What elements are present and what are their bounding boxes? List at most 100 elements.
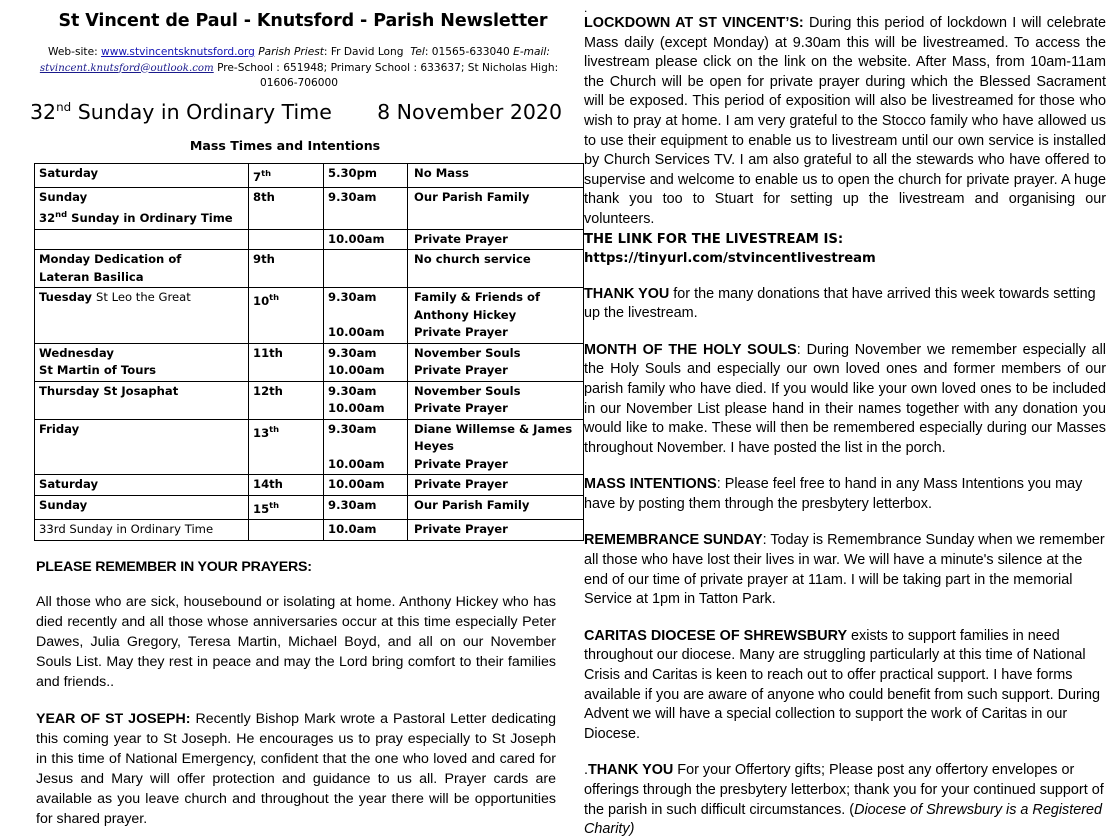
cell-date: 9th xyxy=(248,249,324,289)
remembrance-sunday-heading: REMEMBRANCE SUNDAY xyxy=(584,532,763,549)
cell-date: 8th xyxy=(248,186,324,230)
lead-dot: . xyxy=(584,1,588,15)
high-school-tel: 01606-706000 xyxy=(260,77,338,89)
intention-1: November Souls xyxy=(414,345,521,360)
cell-intention: Private Prayer xyxy=(407,519,584,541)
cell-intention: Diane Willemse & James Heyes Private Praye… xyxy=(407,418,584,476)
thank-you-donations-heading: THANK YOU xyxy=(584,285,670,302)
table-row: Sunday 32nd Sunday in Ordinary Time 8th … xyxy=(34,186,584,230)
tel-number: : 01565-633040 xyxy=(424,46,510,58)
right-column: . LOCKDOWN AT ST VINCENT’S: During this … xyxy=(578,0,1118,837)
cell-date: 11th xyxy=(248,342,324,382)
time-2: 10.00am xyxy=(328,363,385,378)
cell-intention: Private Prayer xyxy=(407,228,584,251)
offertory-heading: THANK YOU xyxy=(588,762,674,779)
cell-intention: No Mass xyxy=(407,162,584,188)
mass-intentions-paragraph: MASS INTENTIONS: Please feel free to han… xyxy=(584,475,1106,514)
cell-date: 13th xyxy=(248,418,324,476)
cell-intention: No church service xyxy=(407,249,584,289)
cell-time: 5.30pm xyxy=(323,162,408,188)
sunday-title-text: Sunday in Ordinary Time xyxy=(71,99,332,124)
cell-intention: Family & Friends of Anthony Hickey Private… xyxy=(407,287,584,344)
cell-intention: November Souls Private Prayer xyxy=(407,342,584,382)
sunday-title-line: 32nd Sunday in Ordinary Time 8 November … xyxy=(30,100,568,124)
lockdown-heading: LOCKDOWN AT ST VINCENT’S: xyxy=(584,15,804,31)
email-colon: : xyxy=(546,46,550,58)
cell-time: 9.30am 10.00am xyxy=(323,287,408,344)
sunday-ordinal: nd xyxy=(56,99,72,114)
prayers-paragraph: All those who are sick, housebound or is… xyxy=(36,593,556,690)
cell-date xyxy=(248,519,324,541)
intention-2: Anthony Hickey xyxy=(414,307,517,322)
date-number: 7 xyxy=(253,169,262,184)
intention-1: November Souls xyxy=(414,383,521,398)
livestream-label: THE LINK FOR THE LIVESTREAM IS: xyxy=(584,231,844,247)
mass-intentions-heading: MASS INTENTIONS xyxy=(584,476,717,493)
cell-day: Sunday xyxy=(34,494,249,521)
page-title: St Vincent de Paul - Knutsford - Parish … xyxy=(58,11,548,31)
livestream-url[interactable]: https://tinyurl.com/stvincentlivestream xyxy=(584,250,876,266)
table-row: 10.00am Private Prayer xyxy=(34,228,584,251)
date-ordinal: th xyxy=(261,167,272,178)
table-row: Friday 13th 9.30am 10.00am Diane Willemse… xyxy=(34,418,584,476)
remembrance-sunday-body: : Today is Remembrance Sunday when we re… xyxy=(584,532,1105,608)
cell-day: Saturday xyxy=(34,474,249,496)
cell-day: Saturday xyxy=(34,162,249,188)
table-row: Thursday St Josaphat 12th 9.30am 10.00am … xyxy=(34,380,584,420)
cell-time: 10.00am xyxy=(323,474,408,496)
table-row: Saturday 7th 5.30pm No Mass xyxy=(34,162,584,188)
table-row: 33rd Sunday in Ordinary Time 10.0am Priv… xyxy=(34,519,584,541)
cell-date: 15th xyxy=(248,494,324,521)
intention-2: Private Prayer xyxy=(414,363,508,378)
cell-time: 9.30am 10.00am xyxy=(323,418,408,476)
cell-day: Sunday 32nd Sunday in Ordinary Time xyxy=(34,186,249,230)
cell-intention: November Souls Private Prayer xyxy=(407,380,584,420)
intention-2: Heyes xyxy=(414,439,454,454)
cell-date xyxy=(248,228,324,251)
cell-day: Thursday St Josaphat xyxy=(34,380,249,420)
newsletter-page: St Vincent de Paul - Knutsford - Parish … xyxy=(30,0,1118,837)
mass-table-body: Saturday 7th 5.30pm No Mass Sunday 32nd … xyxy=(34,162,584,541)
time-2: 10.00am xyxy=(328,325,385,340)
website-label: Web-site: xyxy=(48,46,98,58)
offertory-dot: . xyxy=(584,762,588,779)
thank-you-donations-body: for the many donations that have arrived… xyxy=(584,285,1096,322)
cell-time: 10.0am xyxy=(323,519,408,541)
year-of-st-joseph-paragraph: YEAR OF ST JOSEPH: Recently Bishop Mark … xyxy=(36,709,556,829)
intention-2: Private Prayer xyxy=(414,401,508,416)
cell-time xyxy=(323,249,408,289)
cell-time: 10.00am xyxy=(323,228,408,251)
date-ordinal: th xyxy=(269,292,280,303)
mass-intentions-body: : Please feel free to hand in any Mass I… xyxy=(584,476,1083,512)
remembrance-sunday-paragraph: REMEMBRANCE SUNDAY: Today is Remembrance… xyxy=(584,531,1106,609)
day-line2: Lateran Basilica xyxy=(39,269,144,284)
day-saint: St Martin of Tours xyxy=(39,363,157,378)
table-row: Tuesday St Leo the Great 10th 9.30am 10.0… xyxy=(34,287,584,344)
intention-3: Private Prayer xyxy=(414,325,508,340)
cell-day xyxy=(34,228,249,251)
cell-day: 33rd Sunday in Ordinary Time xyxy=(34,519,249,541)
caritas-paragraph: CARITAS DIOCESE OF SHREWSBURY exists to … xyxy=(584,627,1106,745)
time-1: 9.30am xyxy=(328,383,377,398)
sunday-title: 32nd Sunday in Ordinary Time xyxy=(30,100,332,124)
table-row: Wednesday St Martin of Tours 11th 9.30am… xyxy=(34,342,584,382)
cell-intention: Our Parish Family xyxy=(407,494,584,521)
website-link[interactable]: www.stvincentsknutsford.org xyxy=(101,46,255,58)
email-link[interactable]: stvincent.knutsford@outlook.com xyxy=(39,62,214,74)
cell-day: Monday Dedication of Lateran Basilica xyxy=(34,249,249,289)
time-2: 10.00am xyxy=(328,456,385,471)
prayers-heading: PLEASE REMEMBER IN YOUR PRAYERS: xyxy=(36,558,312,575)
date-number: 13 xyxy=(253,425,270,440)
holy-souls-body: : During November we remember especially… xyxy=(584,341,1106,456)
time-2: 10.00am xyxy=(328,401,385,416)
cell-intention: Our Parish Family xyxy=(407,186,584,230)
day-line2-rest: Sunday in Ordinary Time xyxy=(67,211,233,226)
caritas-heading: CARITAS DIOCESE OF SHREWSBURY xyxy=(584,627,848,644)
thank-you-donations-paragraph: THANK YOU for the many donations that ha… xyxy=(584,285,1106,324)
time-1: 9.30am xyxy=(328,421,377,436)
time-1: 9.30am xyxy=(328,345,377,360)
lockdown-body: During this period of lockdown I will ce… xyxy=(584,15,1106,227)
caritas-body: exists to support families in need throu… xyxy=(584,627,1100,742)
cell-time: 9.30am xyxy=(323,494,408,521)
contact-details: Web-site: www.stvincentsknutsford.org Pa… xyxy=(30,45,568,92)
